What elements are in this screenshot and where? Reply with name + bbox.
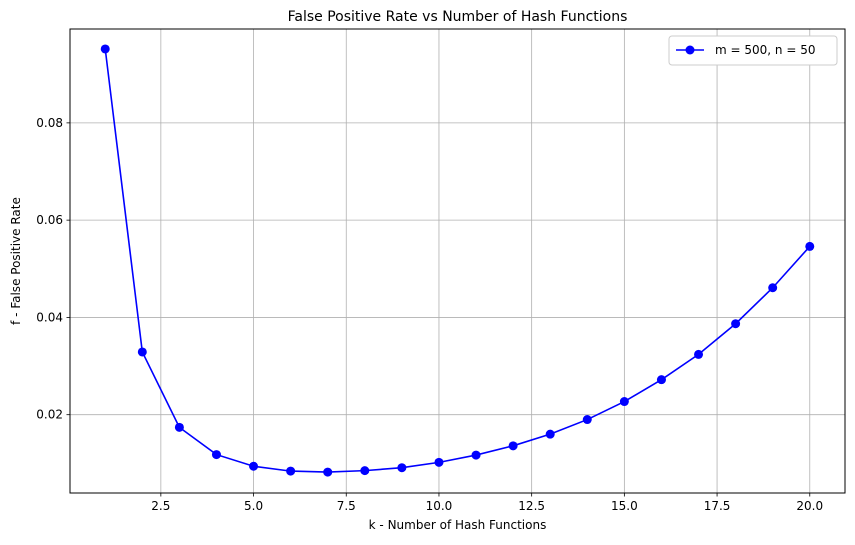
x-tick-label: 2.5 [151, 499, 170, 513]
data-point [434, 457, 444, 467]
data-point [545, 429, 555, 439]
data-point [619, 397, 629, 407]
plot-frame [69, 28, 846, 494]
data-point [249, 461, 259, 471]
data-point [360, 466, 370, 476]
y-axis-label: f - False Positive Rate [9, 197, 23, 325]
x-tick-label: 12.5 [518, 499, 545, 513]
y-tick-label: 0.06 [36, 213, 63, 227]
data-point [656, 375, 666, 385]
legend-box [668, 35, 838, 66]
data-point [286, 466, 296, 476]
data-point [694, 349, 704, 359]
y-tick-label: 0.02 [36, 408, 63, 422]
y-tick-label: 0.08 [36, 116, 63, 130]
legend: m = 500, n = 50 [668, 35, 838, 66]
series-layer [100, 44, 815, 477]
chart-title: False Positive Rate vs Number of Hash Fu… [288, 9, 628, 25]
series-line [104, 48, 811, 473]
data-point [805, 241, 815, 251]
data-point [211, 450, 221, 460]
data-point [100, 44, 110, 54]
x-tick-label: 15.0 [611, 499, 638, 513]
grid [70, 29, 845, 493]
data-point [137, 347, 147, 357]
x-tick-label: 17.5 [704, 499, 731, 513]
data-point [582, 415, 592, 425]
x-tick-label: 20.0 [796, 499, 823, 513]
data-point [508, 441, 518, 451]
y-tick-label: 0.04 [36, 310, 63, 324]
data-point [323, 467, 333, 477]
x-tick-label: 10.0 [426, 499, 453, 513]
data-point [174, 422, 184, 432]
legend-marker [685, 45, 695, 55]
data-point [731, 319, 741, 329]
x-axis-label: k - Number of Hash Functions [369, 518, 547, 532]
data-point [397, 463, 407, 473]
x-tick-label: 7.5 [337, 499, 356, 513]
legend-label: m = 500, n = 50 [715, 43, 815, 57]
ticks: 2.5 5.0 7.5 10.0 12.5 15.0 17.5 20.0 0.02 0.04 0.0… [36, 116, 823, 513]
x-tick-label: 5.0 [244, 499, 263, 513]
data-point [768, 283, 778, 293]
data-point [471, 450, 481, 460]
